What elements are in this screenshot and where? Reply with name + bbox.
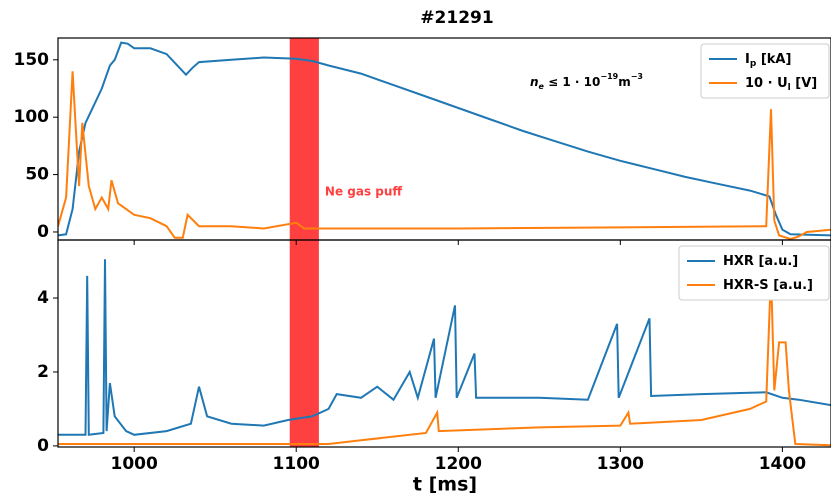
legend-label: HXR-S [a.u.]	[723, 278, 813, 293]
legend-name: I	[745, 52, 750, 67]
y-tick-label: 150	[14, 50, 50, 70]
legend-sub: l	[788, 83, 791, 93]
legend-name: 10 · U	[745, 76, 788, 91]
legend-sub: p	[750, 59, 757, 69]
x-tick-label: 1000	[111, 454, 158, 474]
series-line	[58, 41, 831, 237]
y-tick-label: 100	[14, 107, 50, 127]
legend-box	[678, 245, 830, 301]
series-line	[58, 259, 831, 436]
x-axis-label: t [ms]	[413, 474, 477, 495]
annot-rel: ≤ 1 · 10	[544, 75, 600, 89]
legend-name: HXR-S [a.u.]	[723, 278, 813, 293]
shaded-span	[289, 38, 319, 447]
legend-label: Ip [kA]	[745, 52, 791, 69]
legend-box	[700, 43, 830, 99]
annot-sup2: −3	[631, 72, 643, 81]
legend-label: 10 · Ul [V]	[745, 76, 817, 93]
y-tick-label: 0	[37, 222, 49, 242]
x-tick-label: 1400	[759, 454, 806, 474]
legend-label: HXR [a.u.]	[723, 254, 798, 269]
series-line	[58, 71, 831, 240]
annot-sup: −19	[600, 72, 618, 81]
series-line	[58, 272, 831, 447]
y-tick-label: 0	[37, 436, 49, 456]
annotation: ne ≤ 1 · 10−19m−3	[530, 72, 643, 91]
y-tick-label: 2	[37, 362, 49, 382]
x-tick-label: 1300	[597, 454, 644, 474]
legend-suffix: [V]	[791, 76, 817, 91]
chart-title: #21291	[420, 8, 493, 28]
annot-sub: e	[539, 82, 545, 91]
x-tick-label: 1100	[273, 454, 320, 474]
legend-suffix: [kA]	[756, 52, 791, 67]
legend-name: HXR [a.u.]	[723, 254, 798, 269]
annot-n: n	[530, 75, 539, 89]
y-tick-label: 50	[25, 165, 49, 185]
y-tick-label: 4	[37, 288, 49, 308]
axes-frame	[57, 239, 831, 448]
shade-label: Ne gas puff	[325, 185, 403, 199]
x-tick-label: 1200	[435, 454, 482, 474]
annot-unit: m	[618, 75, 631, 89]
